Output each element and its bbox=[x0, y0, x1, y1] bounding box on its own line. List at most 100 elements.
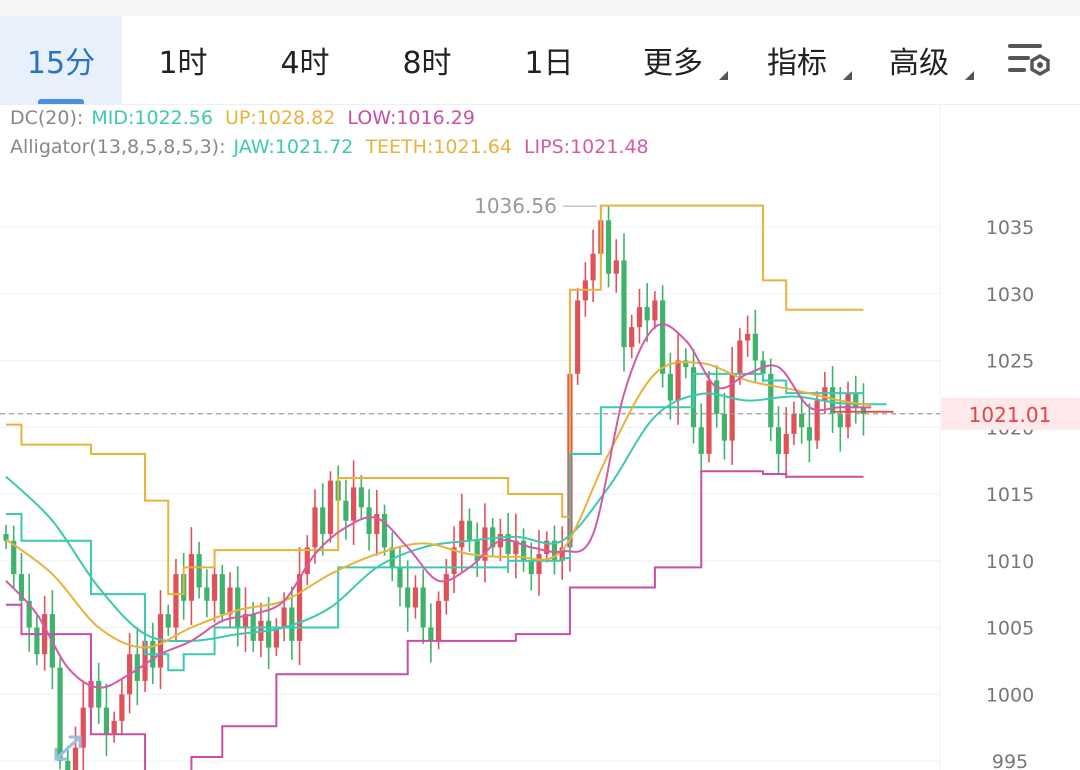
dropdown-corner-icon bbox=[719, 71, 728, 80]
tab-0[interactable]: 15分 bbox=[0, 16, 122, 104]
candle-body bbox=[320, 507, 326, 535]
tab-label: 4时 bbox=[280, 46, 330, 81]
candle-body bbox=[443, 574, 449, 601]
candle-body bbox=[173, 574, 179, 628]
candle-body bbox=[358, 487, 364, 508]
candle-body bbox=[752, 333, 758, 361]
chart-settings-icon[interactable] bbox=[1006, 40, 1052, 80]
y-tick-label: 1015 bbox=[986, 484, 1034, 506]
y-tick-label: 1030 bbox=[986, 284, 1034, 306]
alligator-teeth-line bbox=[5, 361, 872, 649]
candle-body bbox=[667, 373, 673, 401]
dropdown-corner-icon bbox=[843, 71, 852, 80]
dc-mid-value: MID:1022.56 bbox=[91, 107, 213, 129]
candle-body bbox=[351, 487, 357, 521]
tab-5[interactable]: 更多 bbox=[612, 16, 734, 104]
y-tick-label: 1000 bbox=[986, 684, 1034, 706]
candle-body bbox=[559, 547, 565, 561]
tab-label: 1日 bbox=[524, 46, 574, 81]
candle-body bbox=[273, 627, 279, 648]
expand-icon[interactable] bbox=[54, 735, 82, 761]
lips-value: LIPS:1021.48 bbox=[523, 136, 649, 158]
status-strip bbox=[0, 0, 1080, 16]
candle-body bbox=[111, 720, 117, 735]
current-price-label: 1021.01 bbox=[969, 403, 1052, 427]
alligator-lips-line bbox=[5, 323, 872, 689]
tab-7[interactable]: 高级 bbox=[858, 16, 980, 104]
candle-body bbox=[3, 534, 9, 541]
candle-body bbox=[57, 667, 63, 761]
tab-1[interactable]: 1时 bbox=[122, 16, 244, 104]
candle-body bbox=[211, 574, 218, 601]
candle-body bbox=[312, 507, 318, 548]
dc-up-value: UP:1028.82 bbox=[225, 107, 336, 129]
candle-body bbox=[482, 527, 488, 561]
donchian-legend: DC(20): MID:1022.56 UP:1028.82 LOW:1016.… bbox=[10, 107, 481, 129]
tab-6[interactable]: 指标 bbox=[736, 16, 858, 104]
candle-body bbox=[374, 514, 380, 535]
candle-body bbox=[775, 427, 782, 454]
candle-body bbox=[451, 547, 457, 575]
tab-2[interactable]: 4时 bbox=[244, 16, 366, 104]
high-price-label: 1036.56 bbox=[474, 194, 557, 218]
candle-body bbox=[281, 607, 287, 628]
candle-body bbox=[714, 380, 720, 414]
candle-body bbox=[683, 360, 689, 368]
y-tick-label: 1035 bbox=[986, 217, 1034, 239]
candle-body bbox=[551, 540, 558, 561]
candle-body bbox=[466, 520, 473, 541]
candle-body bbox=[219, 574, 225, 615]
candle-body bbox=[343, 500, 349, 521]
timeframe-tab-bar: 15分 1时 4时 8时 1日 更多 指标 高级 bbox=[0, 0, 1080, 105]
dc-low-value: LOW:1016.29 bbox=[347, 107, 475, 129]
donchian-upper-line bbox=[6, 204, 864, 596]
candle-body bbox=[745, 333, 751, 341]
teeth-value: TEETH:1021.64 bbox=[365, 136, 512, 158]
candle-body bbox=[799, 413, 805, 428]
tab-label: 15分 bbox=[26, 46, 96, 81]
candle-body bbox=[18, 574, 25, 601]
candle-body bbox=[629, 327, 635, 348]
candle-body bbox=[11, 540, 17, 575]
price-chart[interactable]: 103510301025102010151010100510009951021.… bbox=[0, 104, 1080, 770]
candle-body bbox=[436, 600, 442, 641]
candle-body bbox=[698, 427, 704, 454]
candle-body bbox=[103, 707, 110, 735]
candle-body bbox=[706, 380, 712, 454]
tab-label: 高级 bbox=[889, 46, 949, 81]
candle-body bbox=[235, 587, 241, 628]
candle-body bbox=[134, 654, 140, 681]
candle-body bbox=[721, 413, 728, 441]
candle-body bbox=[837, 413, 843, 428]
tab-label: 指标 bbox=[767, 46, 827, 81]
candle-body bbox=[327, 480, 334, 535]
candle-body bbox=[428, 627, 434, 641]
candle-body bbox=[389, 547, 395, 568]
candle-body bbox=[397, 567, 403, 588]
candle-body bbox=[204, 587, 210, 601]
y-tick-label: 1025 bbox=[986, 351, 1034, 373]
candle-body bbox=[729, 373, 735, 441]
tab-4[interactable]: 1日 bbox=[488, 16, 610, 104]
candle-body bbox=[675, 360, 681, 401]
candle-body bbox=[660, 300, 666, 374]
candle-body bbox=[474, 540, 480, 561]
tab-label: 8时 bbox=[402, 46, 452, 81]
candle-body bbox=[266, 620, 272, 648]
alligator-jaw-line bbox=[5, 392, 887, 643]
y-tick-label: 1010 bbox=[986, 551, 1034, 573]
candle-body bbox=[636, 307, 643, 328]
candle-body bbox=[72, 747, 79, 770]
candle-body bbox=[621, 260, 627, 348]
y-tick-label: 995 bbox=[992, 751, 1028, 770]
candle-body bbox=[242, 614, 249, 628]
candle-body bbox=[528, 560, 534, 575]
candle-body bbox=[119, 694, 125, 721]
dc-label: DC(20): bbox=[10, 107, 84, 129]
tab-3[interactable]: 8时 bbox=[366, 16, 488, 104]
candle-body bbox=[165, 614, 171, 628]
candle-body bbox=[783, 433, 789, 454]
jaw-value: JAW:1021.72 bbox=[233, 136, 354, 158]
candle-body bbox=[860, 407, 867, 414]
candle-body bbox=[544, 540, 550, 555]
